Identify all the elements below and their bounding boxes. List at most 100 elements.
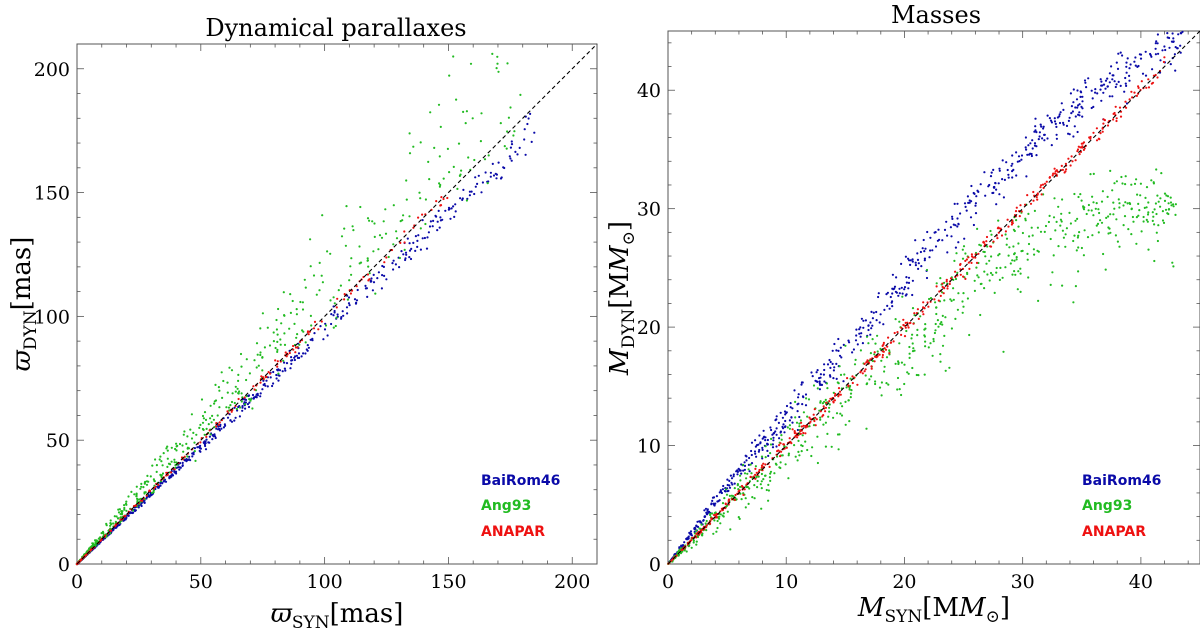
point-bairom46: [421, 219, 424, 222]
point-anapar: [824, 406, 828, 409]
point-bairom46: [196, 446, 199, 449]
point-bairom46: [444, 209, 447, 212]
point-bairom46: [266, 385, 269, 388]
point-anapar: [889, 341, 892, 344]
point-bairom46: [771, 443, 775, 446]
point-bairom46: [1166, 31, 1169, 35]
point-ang93: [123, 504, 126, 507]
point-bairom46: [275, 377, 278, 380]
point-ang93: [345, 205, 348, 208]
point-ang93: [695, 543, 698, 546]
point-bairom46: [427, 231, 430, 234]
point-bairom46: [173, 471, 176, 474]
point-anapar: [762, 462, 765, 465]
point-ang93: [903, 382, 906, 386]
point-bairom46: [510, 159, 513, 162]
point-ang93: [173, 461, 176, 464]
point-anapar: [1051, 174, 1054, 177]
point-ang93: [874, 382, 877, 386]
point-ang93: [255, 366, 258, 369]
point-ang93: [332, 296, 335, 299]
point-anapar: [939, 294, 942, 297]
point-bairom46: [793, 389, 796, 392]
point-ang93: [983, 270, 986, 273]
point-bairom46: [819, 373, 823, 376]
point-ang93: [1048, 214, 1051, 217]
point-bairom46: [404, 251, 408, 254]
point-bairom46: [898, 287, 901, 290]
point-ang93: [898, 342, 901, 345]
point-ang93: [1052, 254, 1055, 257]
point-anapar: [828, 400, 831, 403]
point-anapar: [1106, 124, 1110, 127]
point-ang93: [1161, 210, 1164, 213]
point-anapar: [1071, 160, 1074, 163]
point-ang93: [757, 475, 760, 478]
point-ang93: [158, 458, 161, 461]
point-bairom46: [998, 169, 1001, 172]
point-bairom46: [781, 425, 784, 428]
point-bairom46: [275, 373, 278, 377]
point-bairom46: [533, 131, 536, 134]
point-bairom46: [491, 162, 494, 165]
point-anapar: [173, 468, 176, 471]
point-bairom46: [380, 287, 383, 290]
point-ang93: [114, 520, 117, 523]
point-ang93: [119, 516, 122, 519]
point-ang93: [747, 502, 750, 505]
point-bairom46: [801, 395, 805, 398]
point-ang93: [160, 460, 163, 463]
point-ang93: [1150, 179, 1153, 182]
point-bairom46: [1072, 88, 1075, 91]
point-ang93: [117, 517, 120, 520]
point-bairom46: [1123, 90, 1126, 93]
point-bairom46: [1073, 125, 1076, 128]
point-ang93: [819, 401, 822, 404]
point-ang93: [848, 420, 851, 423]
point-ang93: [439, 125, 442, 128]
point-ang93: [1169, 201, 1173, 204]
point-ang93: [507, 116, 510, 119]
point-ang93: [1124, 183, 1127, 186]
point-bairom46: [241, 405, 244, 408]
masses-points: [667, 30, 1184, 566]
point-ang93: [161, 472, 165, 475]
point-bairom46: [408, 242, 411, 245]
point-ang93: [1156, 239, 1159, 243]
point-bairom46: [1034, 125, 1037, 128]
point-ang93: [380, 236, 384, 239]
point-bairom46: [831, 349, 834, 352]
point-ang93: [230, 369, 234, 372]
point-bairom46: [285, 362, 289, 365]
point-bairom46: [1017, 155, 1021, 158]
point-bairom46: [1011, 154, 1014, 157]
point-bairom46: [1159, 59, 1162, 62]
point-ang93: [935, 306, 938, 309]
point-ang93: [1113, 207, 1116, 210]
x-tick-label: 0: [662, 571, 674, 593]
point-ang93: [491, 52, 494, 56]
point-bairom46: [1072, 101, 1075, 104]
point-ang93: [512, 134, 515, 137]
point-ang93: [405, 198, 408, 201]
point-ang93: [166, 449, 169, 452]
point-bairom46: [1117, 80, 1120, 83]
point-anapar: [205, 435, 208, 438]
point-bairom46: [1070, 112, 1073, 115]
point-anapar: [782, 443, 786, 446]
point-anapar: [1102, 118, 1105, 121]
point-ang93: [348, 279, 351, 282]
point-bairom46: [1155, 40, 1158, 43]
point-bairom46: [211, 434, 214, 437]
point-anapar: [368, 278, 371, 281]
point-ang93: [798, 425, 801, 428]
point-ang93: [446, 147, 449, 150]
point-ang93: [291, 299, 294, 303]
point-bairom46: [789, 406, 792, 409]
point-anapar: [267, 371, 270, 374]
point-ang93: [237, 392, 240, 395]
point-bairom46: [1090, 89, 1093, 92]
point-bairom46: [170, 475, 173, 478]
point-ang93: [155, 464, 158, 467]
point-bairom46: [941, 239, 944, 242]
